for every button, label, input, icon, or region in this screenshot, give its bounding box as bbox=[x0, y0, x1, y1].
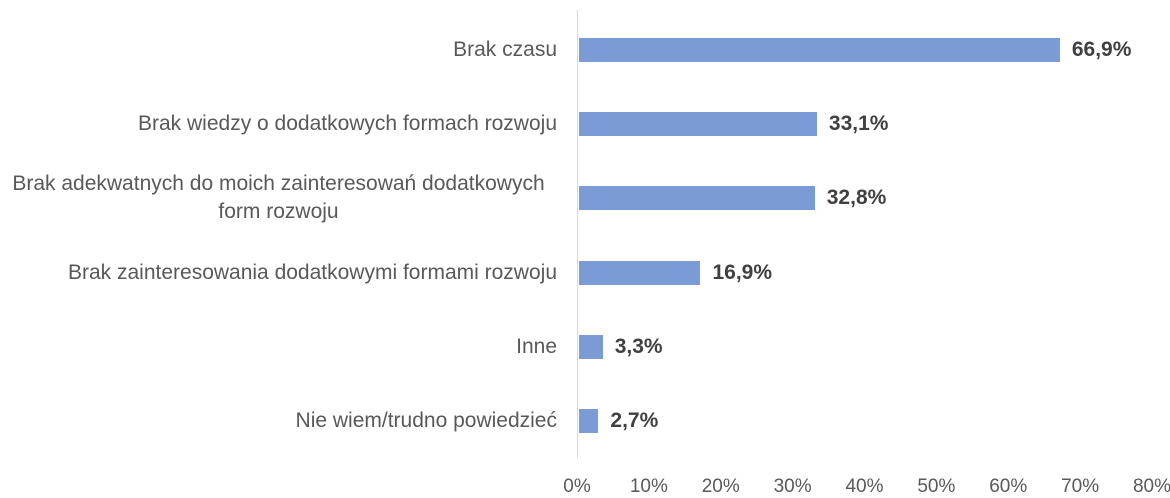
category-axis-line bbox=[577, 10, 578, 458]
x-tick-label: 80% bbox=[1132, 476, 1170, 497]
bar bbox=[579, 186, 815, 211]
category-text: Brak adekwatnych do moich zainteresowań … bbox=[12, 172, 545, 224]
bar bbox=[579, 334, 603, 359]
data-label: 16,9% bbox=[712, 260, 773, 284]
x-tick-label: 70% bbox=[1061, 476, 1100, 497]
data-label: 3,3% bbox=[614, 334, 663, 358]
category-label: Brak czasu bbox=[0, 36, 557, 64]
x-tick-label: 20% bbox=[701, 476, 740, 497]
data-label: 66,9% bbox=[1071, 38, 1132, 62]
x-tick-label: 10% bbox=[629, 476, 668, 497]
data-label: 32,8% bbox=[826, 186, 887, 210]
x-tick-label: 50% bbox=[917, 476, 956, 497]
data-label: 2,7% bbox=[610, 408, 659, 432]
category-label: Inne bbox=[0, 333, 557, 361]
x-tick-label: 0% bbox=[563, 476, 591, 497]
x-tick-label: 60% bbox=[989, 476, 1028, 497]
category-text: Brak czasu bbox=[453, 38, 557, 62]
category-text: Brak zainteresowania dodatkowymi formami… bbox=[67, 260, 557, 284]
data-label: 33,1% bbox=[828, 112, 889, 136]
category-text: Nie wiem/trudno powiedzieć bbox=[295, 408, 557, 432]
x-tick-label: 40% bbox=[845, 476, 884, 497]
category-label: Brak adekwatnych do moich zainteresowań … bbox=[0, 170, 557, 226]
category-text: Brak wiedzy o dodatkowych formach rozwoj… bbox=[137, 112, 557, 136]
category-label: Nie wiem/trudno powiedzieć bbox=[0, 407, 557, 435]
x-tick-label: 30% bbox=[773, 476, 812, 497]
bar bbox=[579, 112, 817, 137]
category-label: Brak zainteresowania dodatkowymi formami… bbox=[0, 259, 557, 287]
bar bbox=[579, 38, 1060, 63]
bar bbox=[579, 408, 599, 433]
category-label: Brak wiedzy o dodatkowych formach rozwoj… bbox=[0, 110, 557, 138]
category-text: Inne bbox=[516, 334, 557, 358]
bar bbox=[579, 260, 701, 285]
